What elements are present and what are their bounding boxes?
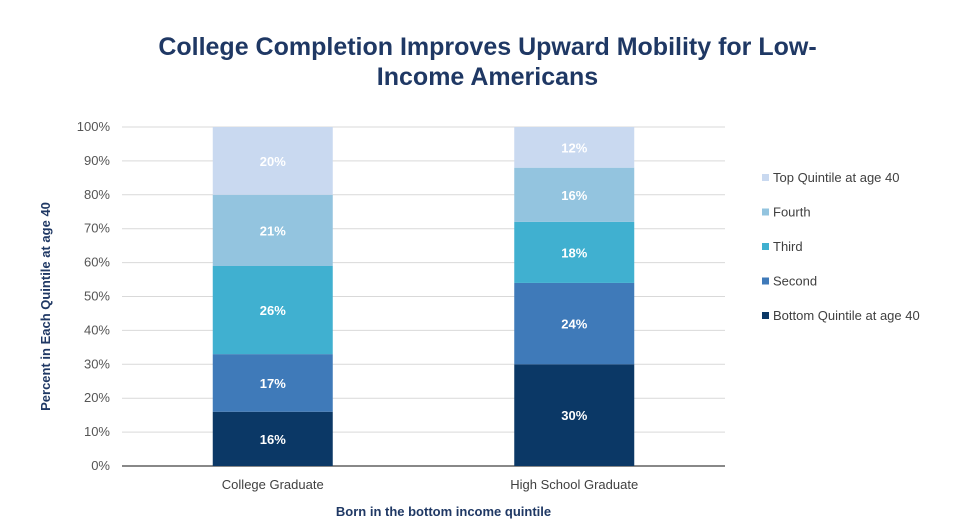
- y-tick-label: 100%: [77, 119, 111, 134]
- x-axis-title: Born in the bottom income quintile: [336, 504, 551, 519]
- data-label: 18%: [561, 245, 587, 260]
- data-label: 21%: [260, 223, 286, 238]
- y-tick-label: 10%: [84, 424, 110, 439]
- data-label: 26%: [260, 303, 286, 318]
- y-tick-label: 60%: [84, 255, 110, 270]
- y-tick-label: 90%: [84, 153, 110, 168]
- legend-label: Second: [773, 274, 817, 289]
- y-tick-label: 50%: [84, 289, 110, 304]
- bar-segment: [212, 411, 333, 466]
- y-tick-label: 70%: [84, 221, 110, 236]
- data-label: 20%: [260, 154, 286, 169]
- data-label: 24%: [561, 317, 587, 332]
- data-label: 16%: [561, 188, 587, 203]
- bar-segment: [514, 167, 635, 222]
- legend-label: Bottom Quintile at age 40: [773, 308, 920, 323]
- chart-title-line-1: College Completion Improves Upward Mobil…: [158, 33, 817, 61]
- bar-segment: [212, 265, 333, 355]
- y-tick-label: 30%: [84, 356, 110, 371]
- legend-swatch: [762, 243, 769, 250]
- y-tick-label: 40%: [84, 322, 110, 337]
- x-category-label: High School Graduate: [510, 477, 638, 492]
- data-label: 12%: [561, 140, 587, 155]
- bar-segment: [212, 194, 333, 266]
- bar-segment: [212, 127, 333, 195]
- y-tick-label: 20%: [84, 390, 110, 405]
- chart-title: College Completion Improves Upward Mobil…: [0, 32, 975, 92]
- data-label: 30%: [561, 408, 587, 423]
- legend-label: Fourth: [773, 205, 811, 220]
- legend-swatch: [762, 312, 769, 319]
- data-label: 16%: [260, 432, 286, 447]
- bar-segment: [514, 282, 635, 365]
- data-label: 17%: [260, 376, 286, 391]
- chart-title-line-2: Income Americans: [376, 63, 599, 91]
- x-category-label: College Graduate: [222, 477, 324, 492]
- bar-segment: [514, 364, 635, 466]
- bar-segment: [514, 221, 635, 283]
- y-axis-title: Percent in Each Quintile at age 40: [38, 202, 53, 411]
- y-tick-label: 0%: [91, 458, 110, 473]
- legend-swatch: [762, 174, 769, 181]
- legend-swatch: [762, 277, 769, 285]
- legend-swatch: [762, 208, 769, 216]
- bar-segment: [514, 127, 635, 168]
- y-tick-label: 80%: [84, 187, 110, 202]
- legend-label: Third: [773, 239, 803, 254]
- legend-label: Top Quintile at age 40: [773, 170, 899, 185]
- bar-segment: [212, 354, 333, 412]
